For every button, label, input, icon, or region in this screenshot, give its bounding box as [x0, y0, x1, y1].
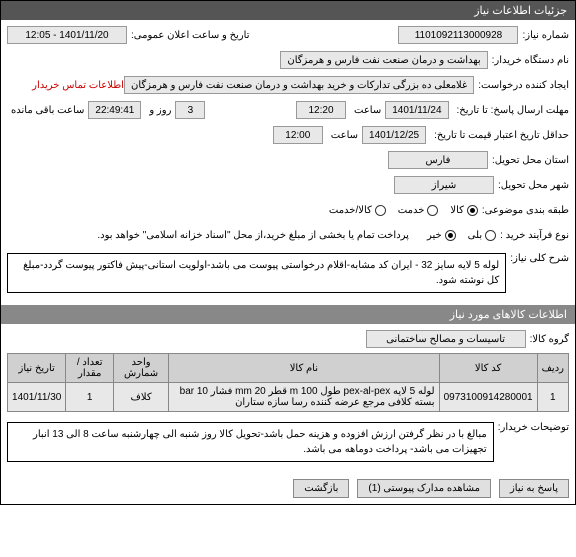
category-label: طبقه بندی موضوعی: — [482, 205, 569, 216]
cell-date: 1401/11/30 — [8, 383, 66, 412]
items-section-title: اطلاعات کالاهای مورد نیاز — [1, 305, 575, 324]
announce-label: تاریخ و ساعت اعلان عمومی: — [131, 30, 250, 41]
group-label: گروه کالا: — [530, 334, 569, 345]
time-label-1: ساعت — [354, 105, 381, 116]
validity-date: 1401/12/25 — [362, 126, 426, 144]
th-code: کد کالا — [439, 354, 537, 383]
radio-yes-label: بلی — [468, 230, 482, 241]
th-date: تاریخ نیاز — [8, 354, 66, 383]
radio-no-label: خیر — [427, 230, 442, 241]
desc-label: شرح کلی نیاز: — [510, 253, 569, 264]
days-label: روز و — [149, 105, 171, 116]
cell-code: 0973100914280001 — [439, 383, 537, 412]
purchase-radio-group: بلی خیر — [427, 230, 496, 241]
deadline-date: 1401/11/24 — [385, 101, 448, 119]
radio-goods-label: کالا — [450, 205, 464, 216]
radio-yes[interactable]: بلی — [468, 230, 496, 241]
th-unit: واحد شمارش — [114, 354, 169, 383]
creator-value: غلامعلی ده بزرگی تدارکات و خرید بهداشت و… — [124, 76, 474, 94]
radio-service[interactable]: خدمت — [398, 205, 439, 216]
city-label: شهر محل تحویل: — [498, 180, 569, 191]
purchase-note: پرداخت تمام یا بخشی از مبلغ خرید،از محل … — [97, 230, 409, 241]
th-name: نام کالا — [169, 354, 439, 383]
deadline-label: مهلت ارسال پاسخ: تا تاریخ: — [457, 105, 569, 116]
th-row: ردیف — [537, 354, 568, 383]
creator-label: ایجاد کننده درخواست: — [478, 80, 569, 91]
attachments-button[interactable]: مشاهده مدارک پیوستی (1) — [357, 479, 491, 498]
need-no-label: شماره نیاز: — [522, 30, 569, 41]
remaining-time: 22:49:41 — [88, 101, 141, 119]
validity-time: 12:00 — [273, 126, 323, 144]
buyer-notes-box: مبالغ با در نظر گرفتن ارزش افزوده و هزین… — [7, 422, 494, 462]
validity-label: حداقل تاریخ اعتبار قیمت تا تاریخ: — [434, 130, 569, 141]
radio-circle-icon — [485, 230, 496, 241]
buyer-org-label: نام دستگاه خریدار: — [492, 55, 569, 66]
th-qty: تعداد / مقدار — [66, 354, 114, 383]
radio-circle-icon — [427, 205, 438, 216]
cell-unit: کلاف — [114, 383, 169, 412]
days-value: 3 — [175, 101, 205, 119]
desc-box: لوله 5 لایه سایز 32 - ایران کد مشابه-اقل… — [7, 253, 506, 293]
cell-row: 1 — [537, 383, 568, 412]
radio-circle-icon — [467, 205, 478, 216]
reply-button[interactable]: پاسخ به نیاز — [499, 479, 569, 498]
announce-value: 1401/11/20 - 12:05 — [7, 26, 127, 44]
remaining-label: ساعت باقی مانده — [11, 105, 84, 116]
cell-qty: 1 — [66, 383, 114, 412]
city-value: شیراز — [394, 176, 494, 194]
radio-service-label: خدمت — [398, 205, 425, 216]
buyer-org-value: بهداشت و درمان صنعت نفت فارس و هرمزگان — [280, 51, 487, 69]
province-value: فارس — [388, 151, 488, 169]
radio-goods[interactable]: کالا — [450, 205, 478, 216]
contact-link[interactable]: اطلاعات تماس خریدار — [32, 80, 124, 91]
radio-circle-icon — [445, 230, 456, 241]
cell-name: لوله 5 لایه pex-al-pex طول m 100 قطر mm … — [169, 383, 439, 412]
radio-no[interactable]: خیر — [427, 230, 456, 241]
buyer-notes-label: توضیحات خریدار: — [498, 422, 569, 433]
purchase-type-label: نوع فرآیند خرید : — [500, 230, 569, 241]
footer-buttons: پاسخ به نیاز مشاهده مدارک پیوستی (1) باز… — [1, 473, 575, 504]
category-radio-group: کالا خدمت کالا/خدمت — [329, 205, 478, 216]
time-label-2: ساعت — [331, 130, 358, 141]
radio-both[interactable]: کالا/خدمت — [329, 205, 386, 216]
need-no-value: 1101092113000928 — [398, 26, 518, 44]
province-label: استان محل تحویل: — [492, 155, 569, 166]
page-header: جزئیات اطلاعات نیاز — [1, 1, 575, 20]
items-table: ردیف کد کالا نام کالا واحد شمارش تعداد /… — [7, 353, 569, 412]
header-title: جزئیات اطلاعات نیاز — [474, 5, 567, 17]
back-button[interactable]: بازگشت — [293, 479, 349, 498]
deadline-time: 12:20 — [296, 101, 346, 119]
table-row: 1 0973100914280001 لوله 5 لایه pex-al-pe… — [8, 383, 569, 412]
radio-both-label: کالا/خدمت — [329, 205, 372, 216]
radio-circle-icon — [375, 205, 386, 216]
group-value: تاسیسات و مصالح ساختمانی — [366, 330, 526, 348]
